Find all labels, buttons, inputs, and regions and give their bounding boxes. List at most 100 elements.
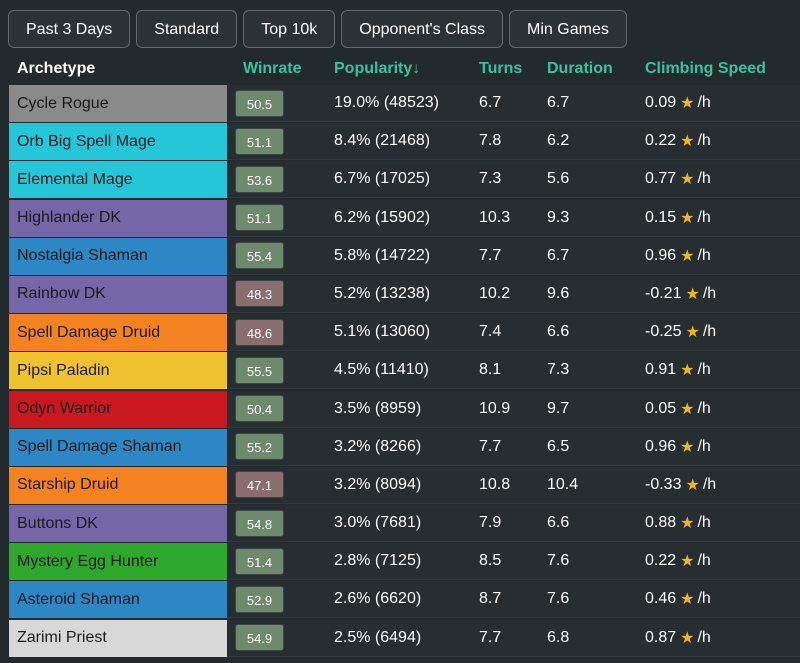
table-row[interactable]: Orb Big Spell Mage 51.1 8.4% (21468) 7.8 6.2… [9, 123, 800, 161]
table-row[interactable]: Rainbow DK 48.3 5.2% (13238) 10.2 9.6 -0.21 ★ /… [9, 275, 800, 313]
winrate-cell: 50.4 [227, 391, 334, 427]
climbing-speed-cell: -0.21 ★/h [645, 276, 800, 312]
popularity-cell: 8.4% (21468) [334, 132, 431, 150]
popularity-cell: 2.5% (6494) [334, 628, 422, 646]
row-stats: 51.4 2.8% (7125) 8.5 7.6 0.22 ★/h [227, 543, 800, 581]
table-row[interactable]: Buttons DK 54.8 3.0% (7681) 7.9 6.6 0.88 ★/h [9, 505, 800, 543]
duration-cell: 5.6 [547, 170, 570, 188]
winrate-cell: 51.1 [227, 123, 334, 159]
column-header-archetype[interactable]: Archetype [17, 59, 96, 77]
climbing-speed-unit: /h [697, 94, 711, 111]
winrate-badge: 50.4 [235, 395, 284, 422]
turns-cell: 8.1 [479, 361, 502, 379]
turns-cell: 7.7 [479, 246, 502, 264]
archetype-name[interactable]: Rainbow DK [9, 275, 227, 313]
table-header: Archetype Winrate Popularity↓ Turns Dura… [9, 52, 800, 85]
archetype-name[interactable]: Orb Big Spell Mage [9, 123, 227, 161]
climbing-speed-value: 0.88 [645, 514, 677, 532]
table-row[interactable]: Pipsi Paladin 55.5 4.5% (11410) 8.1 7.3 0.91 ★… [9, 352, 800, 390]
winrate-cell: 55.5 [227, 352, 334, 388]
winrate-cell: 55.2 [227, 429, 334, 465]
duration-cell: 7.3 [547, 361, 570, 379]
duration-cell: 10.4 [547, 475, 579, 493]
star-icon: ★ [680, 515, 695, 533]
climbing-speed-unit: /h [697, 132, 711, 150]
popularity-cell: 3.2% (8094) [334, 475, 422, 493]
archetype-name[interactable]: Spell Damage Shaman [9, 428, 227, 466]
duration-cell: 6.7 [547, 246, 570, 264]
winrate-cell: 54.8 [227, 505, 334, 541]
popularity-cell: 2.8% (7125) [334, 552, 422, 570]
table-row[interactable]: Spell Damage Shaman 55.2 3.2% (8266) 7.7 6.5… [9, 428, 800, 466]
row-stats: 48.3 5.2% (13238) 10.2 9.6 -0.21 ★/h [227, 275, 800, 313]
climbing-speed-value: 0.15 [645, 208, 677, 226]
table-row[interactable]: Cycle Rogue 50.5 19.0% (48523) 6.7 6.7 0.09 ★ /… [9, 85, 800, 122]
popularity-cell: 3.0% (7681) [334, 514, 422, 532]
row-stats: 55.2 3.2% (8266) 7.7 6.5 0.96 ★/h [227, 428, 800, 466]
table-row[interactable]: Nostalgia Shaman 55.4 5.8% (14722) 7.7 6.7 0.… [9, 237, 800, 275]
popularity-cell: 5.8% (14722) [334, 246, 431, 264]
winrate-cell: 52.9 [227, 581, 334, 617]
climbing-speed-unit: /h [702, 475, 717, 493]
archetype-name[interactable]: Cycle Rogue [9, 85, 227, 122]
table-body: Cycle Rogue 50.5 19.0% (48523) 6.7 6.7 0.09 ★ /… [9, 85, 800, 657]
climbing-speed-unit: /h [697, 399, 711, 417]
table-row[interactable]: Mystery Egg Hunter 51.4 2.8% (7125) 8.5 7.6 0… [9, 543, 800, 581]
table-row[interactable]: Highlander DK 51.1 6.2% (15902) 10.3 9.3 0.15… [9, 199, 800, 237]
table-row[interactable]: Starship Druid 47.1 3.2% (8094) 10.8 10.4 -0.… [9, 466, 800, 504]
climbing-speed-cell: 0.77 ★/h [645, 161, 800, 197]
winrate-badge: 51.4 [235, 547, 284, 575]
turns-cell: 7.4 [479, 323, 502, 341]
table-row[interactable]: Zarimi Priest 54.9 2.5% (6494) 7.7 6.8 0.87 ★ /… [9, 619, 800, 657]
column-header-turns[interactable]: Turns [479, 59, 523, 77]
climbing-speed-unit: /h [702, 284, 717, 302]
filter-format-button[interactable]: Standard [136, 10, 238, 48]
archetype-name[interactable]: Starship Druid [9, 466, 227, 504]
archetype-name[interactable]: Highlander DK [9, 199, 227, 237]
archetype-name[interactable]: Odyn Warrior [9, 390, 227, 428]
row-stats: 53.6 6.7% (17025) 7.3 5.6 0.77 ★/h [227, 161, 800, 199]
star-icon: ★ [680, 591, 695, 609]
column-header-winrate[interactable]: Winrate [243, 59, 302, 77]
table-row[interactable]: Asteroid Shaman 52.9 2.6% (6620) 8.7 7.6 0.46… [9, 581, 800, 619]
archetype-name[interactable]: Asteroid Shaman [9, 581, 227, 619]
climbing-speed-unit: /h [697, 208, 711, 226]
climbing-speed-unit: /h [697, 590, 711, 608]
climbing-speed-value: 0.77 [645, 170, 677, 188]
filter-min-games-button[interactable]: Min Games [509, 10, 627, 48]
climbing-speed-value: 0.05 [645, 399, 677, 417]
star-icon: ★ [685, 285, 700, 303]
turns-cell: 10.2 [479, 284, 511, 302]
star-icon: ★ [680, 438, 695, 456]
row-stats: 52.9 2.6% (6620) 8.7 7.6 0.46 ★/h [227, 581, 800, 619]
climbing-speed-value: 0.22 [645, 552, 677, 570]
winrate-badge: 55.2 [235, 433, 284, 461]
archetype-name[interactable]: Mystery Egg Hunter [9, 543, 227, 581]
table-row[interactable]: Spell Damage Druid 48.6 5.1% (13060) 7.4 6.6… [9, 314, 800, 352]
climbing-speed-cell: 0.15 ★/h [645, 200, 800, 236]
filter-time-range-button[interactable]: Past 3 Days [8, 10, 131, 48]
winrate-badge: 48.3 [235, 280, 284, 308]
star-icon: ★ [680, 171, 695, 189]
column-header-duration[interactable]: Duration [547, 59, 613, 77]
row-stats: 54.8 3.0% (7681) 7.9 6.6 0.88 ★/h [227, 505, 800, 543]
star-icon: ★ [685, 476, 700, 494]
archetype-name[interactable]: Nostalgia Shaman [9, 237, 227, 275]
filter-opponent-class-button[interactable]: Opponent's Class [341, 10, 504, 48]
winrate-badge: 48.6 [235, 318, 284, 346]
archetype-name[interactable]: Buttons DK [9, 505, 227, 543]
table-row[interactable]: Elemental Mage 53.6 6.7% (17025) 7.3 5.6 0.77… [9, 161, 800, 199]
popularity-cell: 3.2% (8266) [334, 437, 422, 455]
climbing-speed-value: 0.91 [645, 361, 677, 379]
archetype-name[interactable]: Spell Damage Druid [9, 314, 227, 352]
archetype-name[interactable]: Elemental Mage [9, 161, 227, 199]
filter-rank-button[interactable]: Top 10k [243, 10, 336, 48]
table-row[interactable]: Odyn Warrior 50.4 3.5% (8959) 10.9 9.7 0.05 ★ /… [9, 390, 800, 428]
column-header-climbing-speed[interactable]: Climbing Speed [645, 59, 766, 77]
popularity-cell: 5.1% (13060) [334, 323, 431, 341]
archetype-name[interactable]: Zarimi Priest [9, 619, 227, 657]
climbing-speed-unit: /h [702, 323, 717, 341]
winrate-badge: 51.1 [235, 204, 284, 232]
archetype-name[interactable]: Pipsi Paladin [9, 352, 227, 390]
column-header-popularity[interactable]: Popularity↓ [334, 59, 421, 77]
